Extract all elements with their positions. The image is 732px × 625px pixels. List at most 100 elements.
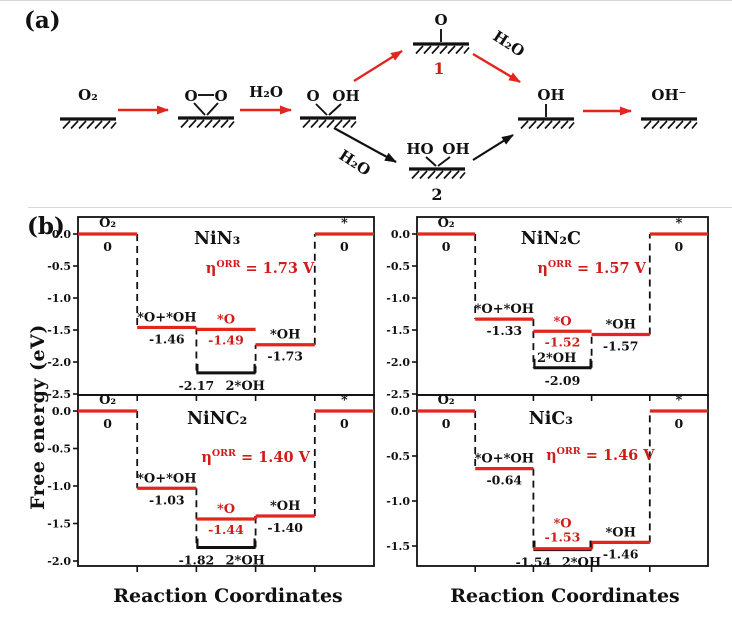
state-value: 0 <box>675 416 684 431</box>
state-label: *O+*OH <box>137 471 196 486</box>
state-label: *O+*OH <box>137 310 196 325</box>
state-label: *OH <box>270 328 300 343</box>
state-value: -1.52 <box>545 334 581 349</box>
reaction-scheme: O₂ O O H₂O O OH O <box>58 11 699 204</box>
state-label: *O <box>553 517 571 532</box>
eta-orr-label: ηORR = 1.57 V <box>537 259 646 277</box>
energy-panel-3: 0.0 -0.5 -1.0 -1.5 -2.0 -1.82 2*OH O₂ 0 *O+*OH -1.… <box>47 393 375 572</box>
state-label: *O <box>553 314 571 329</box>
arrow-state2-to-oh <box>472 134 514 161</box>
eta-orr-label: ηORR = 1.40 V <box>201 448 310 466</box>
bond <box>425 156 437 167</box>
state-label: * <box>675 216 682 231</box>
species-o2-gas: O₂ <box>58 86 118 131</box>
h2o-label: H₂O <box>249 83 283 101</box>
bond <box>437 156 451 167</box>
bond <box>328 103 342 116</box>
eta-orr-label: ηORR = 1.73 V <box>206 259 315 277</box>
alt-state-value: -2.09 <box>545 373 581 388</box>
state-value: -0.64 <box>486 473 522 488</box>
y-tick-label: -1.5 <box>47 518 71 531</box>
state-label: *O <box>217 312 235 327</box>
bond <box>315 103 328 116</box>
y-tick-label: -2.0 <box>47 555 71 568</box>
y-tick-label: -2.0 <box>47 356 71 369</box>
panel-b-label: (b) <box>27 213 65 240</box>
state-value: 0 <box>442 416 451 431</box>
y-tick-label: -1.0 <box>386 495 410 508</box>
y-tick-label: -1.0 <box>47 480 71 493</box>
species-state-1: O 1 <box>411 11 471 78</box>
y-tick-label: -0.5 <box>386 260 410 273</box>
o-atom-label: O <box>434 11 447 29</box>
state-label: *O <box>217 502 235 517</box>
y-tick-label: -1.5 <box>386 540 410 553</box>
state-value: -1.33 <box>486 323 522 338</box>
alt-state-value: -2.17 <box>179 378 215 393</box>
state-label: O₂ <box>99 393 116 408</box>
state-label: * <box>341 393 348 408</box>
energy-panel-1: 0.0 -0.5 -1.0 -1.5 -2.0 -2.5 -2.17 2*OH O₂ 0 *O+*O… <box>47 216 375 401</box>
energy-panel-4: 0.0 -0.5 -1.0 -1.5 -1.54 2*OH O₂ 0 *O+*OH -0.64 *O… <box>386 393 709 572</box>
y-tick-label: 0.0 <box>52 228 71 241</box>
state-label: * <box>341 216 348 231</box>
y-tick-label: -1.5 <box>386 324 410 337</box>
panel-title: NiN₃ <box>194 229 240 249</box>
panel-title: NiN₂C <box>521 229 581 249</box>
species-oh-minus: OH⁻ <box>639 86 699 131</box>
state-2-number: 2 <box>431 185 442 204</box>
oh-group-label: OH <box>442 140 469 158</box>
panel-title: NiC₃ <box>529 409 573 429</box>
panel-border <box>416 394 709 567</box>
o-atom-label: O <box>214 87 227 105</box>
state-value: 0 <box>340 416 349 431</box>
state-value: 0 <box>103 239 112 254</box>
species-o2-adsorbed: O O <box>176 87 236 130</box>
ho-group-label: HO <box>406 140 433 158</box>
alt-state-label: 2*OH <box>562 556 601 571</box>
y-tick-label: -1.5 <box>47 324 71 337</box>
state-label: *O+*OH <box>475 302 534 317</box>
state-label: *O+*OH <box>475 452 534 467</box>
x-axis-label-right: Reaction Coordinates <box>450 585 680 607</box>
y-tick-label: -1.0 <box>386 292 410 305</box>
y-tick-label: -2.5 <box>47 388 71 401</box>
state-value: -1.03 <box>149 492 185 507</box>
state-value: -1.53 <box>545 530 581 545</box>
y-tick-label: -0.5 <box>47 260 71 273</box>
state-value: -1.46 <box>149 331 185 346</box>
bond <box>206 102 219 116</box>
alt-state-value: -1.54 <box>516 555 552 570</box>
state-value: 0 <box>675 239 684 254</box>
state-label: O₂ <box>438 216 455 231</box>
alt-state-value: -1.82 <box>179 553 215 568</box>
o-atom-label: O <box>184 87 197 105</box>
eta-orr-label: ηORR = 1.46 V <box>546 446 655 464</box>
state-value: -1.46 <box>603 546 639 561</box>
state-label: *OH <box>605 317 635 332</box>
bond <box>193 102 206 116</box>
state-label: *OH <box>270 499 300 514</box>
y-axis-label: Free energy (eV) <box>27 324 49 510</box>
state-1-number: 1 <box>433 59 444 78</box>
x-axis-label-left: Reaction Coordinates <box>113 585 343 607</box>
state-value: -1.40 <box>267 520 303 535</box>
alt-state-label: 2*OH <box>226 554 265 569</box>
y-tick-label: -1.0 <box>47 292 71 305</box>
species-o-oh: O OH <box>298 87 360 130</box>
energy-panel-2: 0.0 -0.5 -1.0 -1.5 -2.0 -2.5 2*OH -2.09 O₂ 0 *O+*O… <box>386 216 709 401</box>
oh-group-label: OH <box>537 86 564 104</box>
state-value: 0 <box>442 239 451 254</box>
y-tick-label: -0.5 <box>47 443 71 456</box>
alt-state-label: 2*OH <box>226 379 265 394</box>
y-tick-label: -0.5 <box>386 450 410 463</box>
state-value: 0 <box>103 416 112 431</box>
state-value: -1.57 <box>603 338 639 353</box>
oh-minus-label: OH⁻ <box>651 86 686 104</box>
species-state-2: HO OH 2 <box>406 140 469 204</box>
arrow-to-state-1 <box>353 49 403 83</box>
state-value: 0 <box>340 239 349 254</box>
arrow-to-state-2 <box>333 127 397 163</box>
